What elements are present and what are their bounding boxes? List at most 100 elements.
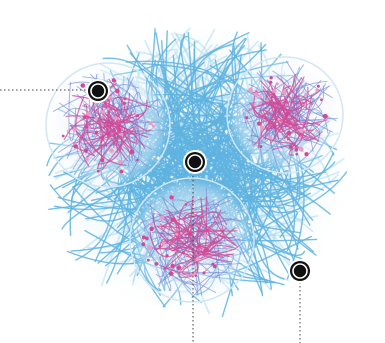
- fiber-strand: [114, 126, 146, 151]
- fiber-node: [277, 117, 281, 121]
- fiber-strand: [184, 197, 225, 238]
- fiber-node: [149, 226, 154, 232]
- fiber-node: [258, 101, 262, 105]
- fiber-strand: [153, 212, 235, 256]
- fiber-node: [203, 250, 206, 253]
- fiber-node: [114, 116, 118, 121]
- fiber-node: [106, 107, 110, 111]
- fiber-node: [272, 124, 277, 129]
- fiber-node: [315, 88, 319, 93]
- fiber-node: [165, 254, 169, 258]
- fiber-node: [170, 263, 175, 269]
- fiber-strand: [202, 253, 234, 279]
- fiber-node: [215, 219, 218, 222]
- fiber-strand: [265, 92, 287, 104]
- fiber-node: [176, 265, 182, 271]
- fiber-node: [269, 80, 273, 84]
- marker-center: [183, 150, 207, 174]
- fiber-strand: [276, 76, 303, 129]
- fiber-node: [304, 92, 308, 97]
- fiber-node: [213, 264, 217, 269]
- fiber-node: [97, 169, 100, 173]
- marker-lower-right-region: [288, 259, 312, 283]
- fiber-node: [80, 83, 86, 88]
- fiber-strand: [195, 222, 236, 239]
- fiber-strand: [92, 94, 119, 138]
- fiber-node: [202, 271, 206, 275]
- fiber-node: [168, 271, 174, 276]
- fiber-node: [61, 134, 65, 138]
- fiber-node: [316, 84, 320, 88]
- fiber-node: [187, 232, 193, 237]
- fiber-node: [100, 158, 105, 163]
- fiber-node: [149, 222, 153, 226]
- fiber-node: [109, 148, 114, 153]
- fiber-node: [147, 245, 152, 251]
- fiber-node: [304, 152, 309, 157]
- fiber-node: [182, 251, 185, 254]
- fiber-node: [262, 96, 265, 99]
- fiber-strand: [184, 212, 203, 226]
- fiber-node: [108, 96, 113, 100]
- fiber-node: [101, 115, 104, 118]
- fiber-node: [136, 158, 139, 162]
- fiber-node: [123, 97, 127, 101]
- fiber-strand: [165, 209, 183, 240]
- leader-lines: [0, 89, 301, 343]
- fiber-node: [106, 131, 111, 136]
- marker-upper-left-sphere: [86, 79, 110, 103]
- fiber-node: [294, 123, 298, 127]
- fiber-node: [94, 116, 98, 121]
- fiber-node: [85, 156, 89, 161]
- fiber-node: [205, 207, 208, 210]
- fiber-node: [270, 95, 274, 99]
- fiber-node: [129, 149, 135, 155]
- fiber-node: [248, 87, 253, 93]
- fiber-node: [145, 236, 149, 241]
- fiber-node: [259, 145, 263, 148]
- fiber-node: [256, 121, 262, 126]
- fiber-strand: [191, 187, 220, 298]
- inner-spheres: [45, 56, 344, 303]
- fiber-node: [212, 240, 216, 244]
- marker-inner-ring: [292, 263, 308, 279]
- fiber-node: [294, 148, 299, 152]
- fiber-node: [117, 127, 122, 133]
- fiber-node: [211, 262, 215, 266]
- sphere-lower-center-fibers: [136, 187, 246, 298]
- fiber-node: [158, 244, 162, 248]
- fiber-node: [146, 258, 150, 262]
- fiber-node: [119, 169, 124, 174]
- fiber-strand: [105, 110, 133, 162]
- markers: [86, 79, 312, 283]
- fiber-strand: [198, 227, 236, 248]
- fiber-node: [295, 152, 299, 156]
- fiber-node: [203, 234, 208, 239]
- fiber-node: [259, 135, 262, 138]
- fiber-node: [287, 138, 289, 141]
- fiber-strand: [72, 103, 88, 144]
- fiber-node: [154, 262, 159, 266]
- fiber-strand: [172, 239, 246, 279]
- fiber-node: [245, 116, 249, 120]
- fiber-node: [272, 88, 277, 94]
- fiber-strand: [273, 85, 292, 107]
- fiber-node: [205, 268, 208, 271]
- fiber-strand: [80, 136, 136, 146]
- fiber-node: [141, 242, 146, 247]
- fiber-node: [151, 124, 155, 128]
- fiber-node: [222, 245, 226, 249]
- fiber-node: [192, 198, 195, 201]
- fiber-node: [285, 111, 290, 117]
- fiber-strand: [115, 102, 141, 149]
- fiber-strand: [258, 84, 285, 149]
- fiber-strand: [269, 86, 306, 119]
- fiber-node: [184, 203, 188, 206]
- fiber-node: [284, 125, 287, 128]
- fiber-strand: [261, 87, 289, 127]
- fiber-strand: [61, 186, 121, 230]
- marker-inner-ring: [90, 83, 106, 99]
- fiber-node: [141, 235, 146, 240]
- fiber-node: [194, 274, 197, 277]
- fiber-node: [101, 110, 106, 114]
